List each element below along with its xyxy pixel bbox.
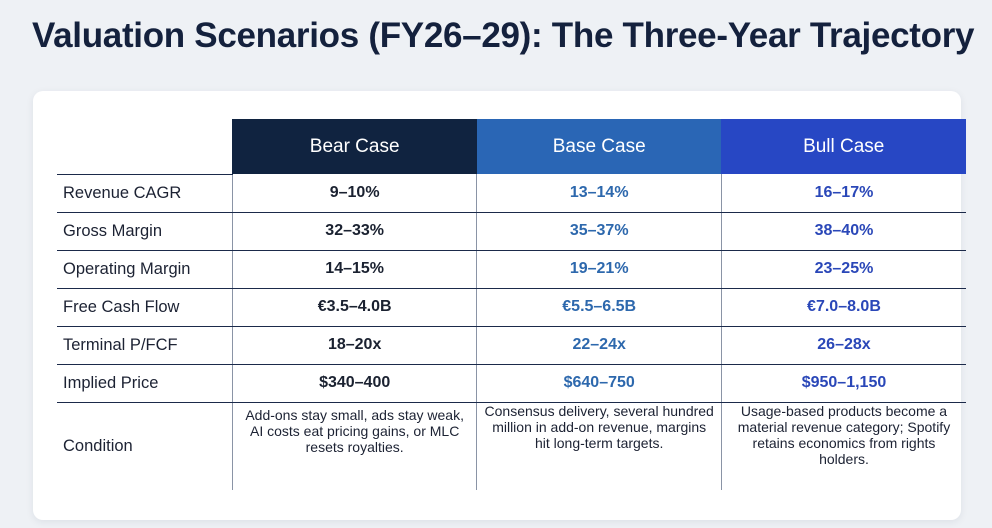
header-base-case: Base Case xyxy=(476,119,722,174)
table-row: Revenue CAGR 9–10% 13–14% 16–17% xyxy=(57,174,966,213)
bear-value: 18–20x xyxy=(231,326,477,365)
table-row: Operating Margin 14–15% 19–21% 23–25% xyxy=(57,250,966,289)
table-header-row: Bear Case Base Case Bull Case xyxy=(57,119,966,175)
bull-value: €7.0–8.0B xyxy=(720,288,966,327)
base-condition: Consensus delivery, several hundred mill… xyxy=(476,402,722,490)
valuation-scenarios-table: Bear Case Base Case Bull Case Revenue CA… xyxy=(57,119,966,490)
bear-condition: Add-ons stay small, ads stay weak, AI co… xyxy=(231,402,477,490)
row-label: Implied Price xyxy=(57,364,233,403)
base-value: 22–24x xyxy=(476,326,722,365)
base-value: 13–14% xyxy=(476,174,722,213)
header-bear-case: Bear Case xyxy=(232,119,477,174)
page-title: Valuation Scenarios (FY26–29): The Three… xyxy=(32,16,975,55)
base-value: €5.5–6.5B xyxy=(476,288,722,327)
row-label: Revenue CAGR xyxy=(57,174,233,213)
bull-value: 38–40% xyxy=(720,212,966,251)
row-label: Gross Margin xyxy=(57,212,233,251)
bear-value: $340–400 xyxy=(231,364,477,403)
bull-condition: Usage-based products become a material r… xyxy=(720,402,966,490)
bull-value: 16–17% xyxy=(720,174,966,213)
bull-value: 23–25% xyxy=(720,250,966,289)
table-row: Gross Margin 32–33% 35–37% 38–40% xyxy=(57,212,966,251)
bear-value: €3.5–4.0B xyxy=(231,288,477,327)
bull-value: 26–28x xyxy=(720,326,966,365)
base-value: $640–750 xyxy=(476,364,722,403)
row-label: Free Cash Flow xyxy=(57,288,233,327)
table-row: Terminal P/FCF 18–20x 22–24x 26–28x xyxy=(57,326,966,365)
condition-row: Condition Add-ons stay small, ads stay w… xyxy=(57,402,966,490)
header-bull-case: Bull Case xyxy=(721,119,966,174)
scenario-table-card: Bear Case Base Case Bull Case Revenue CA… xyxy=(33,91,966,520)
header-empty-cell xyxy=(57,119,233,175)
bear-value: 14–15% xyxy=(231,250,477,289)
bear-value: 32–33% xyxy=(231,212,477,251)
bull-value: $950–1,150 xyxy=(720,364,966,403)
bear-value: 9–10% xyxy=(231,174,477,213)
row-label: Operating Margin xyxy=(57,250,233,289)
base-value: 35–37% xyxy=(476,212,722,251)
row-label: Terminal P/FCF xyxy=(57,326,233,365)
row-label: Condition xyxy=(63,437,133,456)
table-row: Free Cash Flow €3.5–4.0B €5.5–6.5B €7.0–… xyxy=(57,288,966,327)
base-value: 19–21% xyxy=(476,250,722,289)
table-row: Implied Price $340–400 $640–750 $950–1,1… xyxy=(57,364,966,403)
